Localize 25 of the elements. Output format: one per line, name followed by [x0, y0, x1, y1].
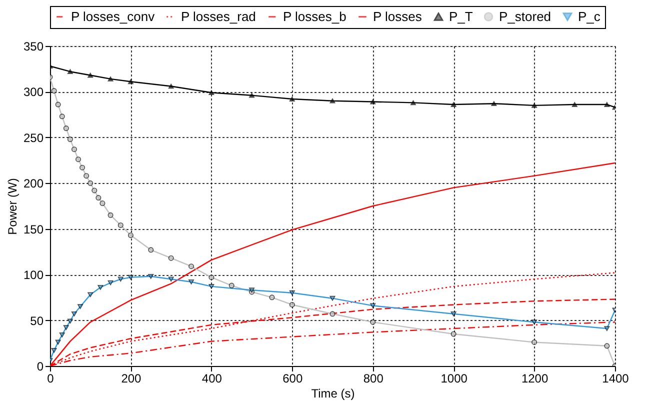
- y-tick-label: 300: [23, 85, 44, 100]
- y-tick-label: 350: [23, 40, 44, 54]
- x-tick-label: 800: [363, 372, 384, 386]
- y-tick-label: 200: [23, 176, 44, 191]
- legend-label: P losses: [373, 8, 422, 24]
- y-tick-label: 0: [36, 360, 44, 374]
- legend-label: P_c: [578, 8, 601, 24]
- legend-label: P_T: [449, 8, 473, 24]
- x-tick-label: 0: [47, 372, 54, 386]
- x-tick-label: 1200: [521, 372, 548, 386]
- y-axis-title: Power (W): [5, 178, 20, 235]
- x-axis-title: Time (s): [311, 386, 355, 400]
- y-tick-label: 50: [30, 314, 44, 328]
- legend-label: P losses_b: [283, 8, 346, 24]
- y-tick-label: 150: [23, 222, 44, 236]
- x-tick-label: 1400: [602, 372, 630, 386]
- x-tick-label: 1000: [440, 372, 468, 386]
- legend-label: P losses_rad: [181, 8, 256, 24]
- legend-label: P losses_conv: [71, 8, 156, 24]
- y-tick-label: 250: [23, 130, 44, 145]
- x-tick-label: 600: [282, 372, 303, 386]
- x-tick-label: 200: [121, 372, 142, 386]
- x-tick-label: 400: [202, 372, 222, 386]
- y-tick-label: 100: [23, 268, 44, 282]
- legend-label: P_stored: [499, 8, 552, 24]
